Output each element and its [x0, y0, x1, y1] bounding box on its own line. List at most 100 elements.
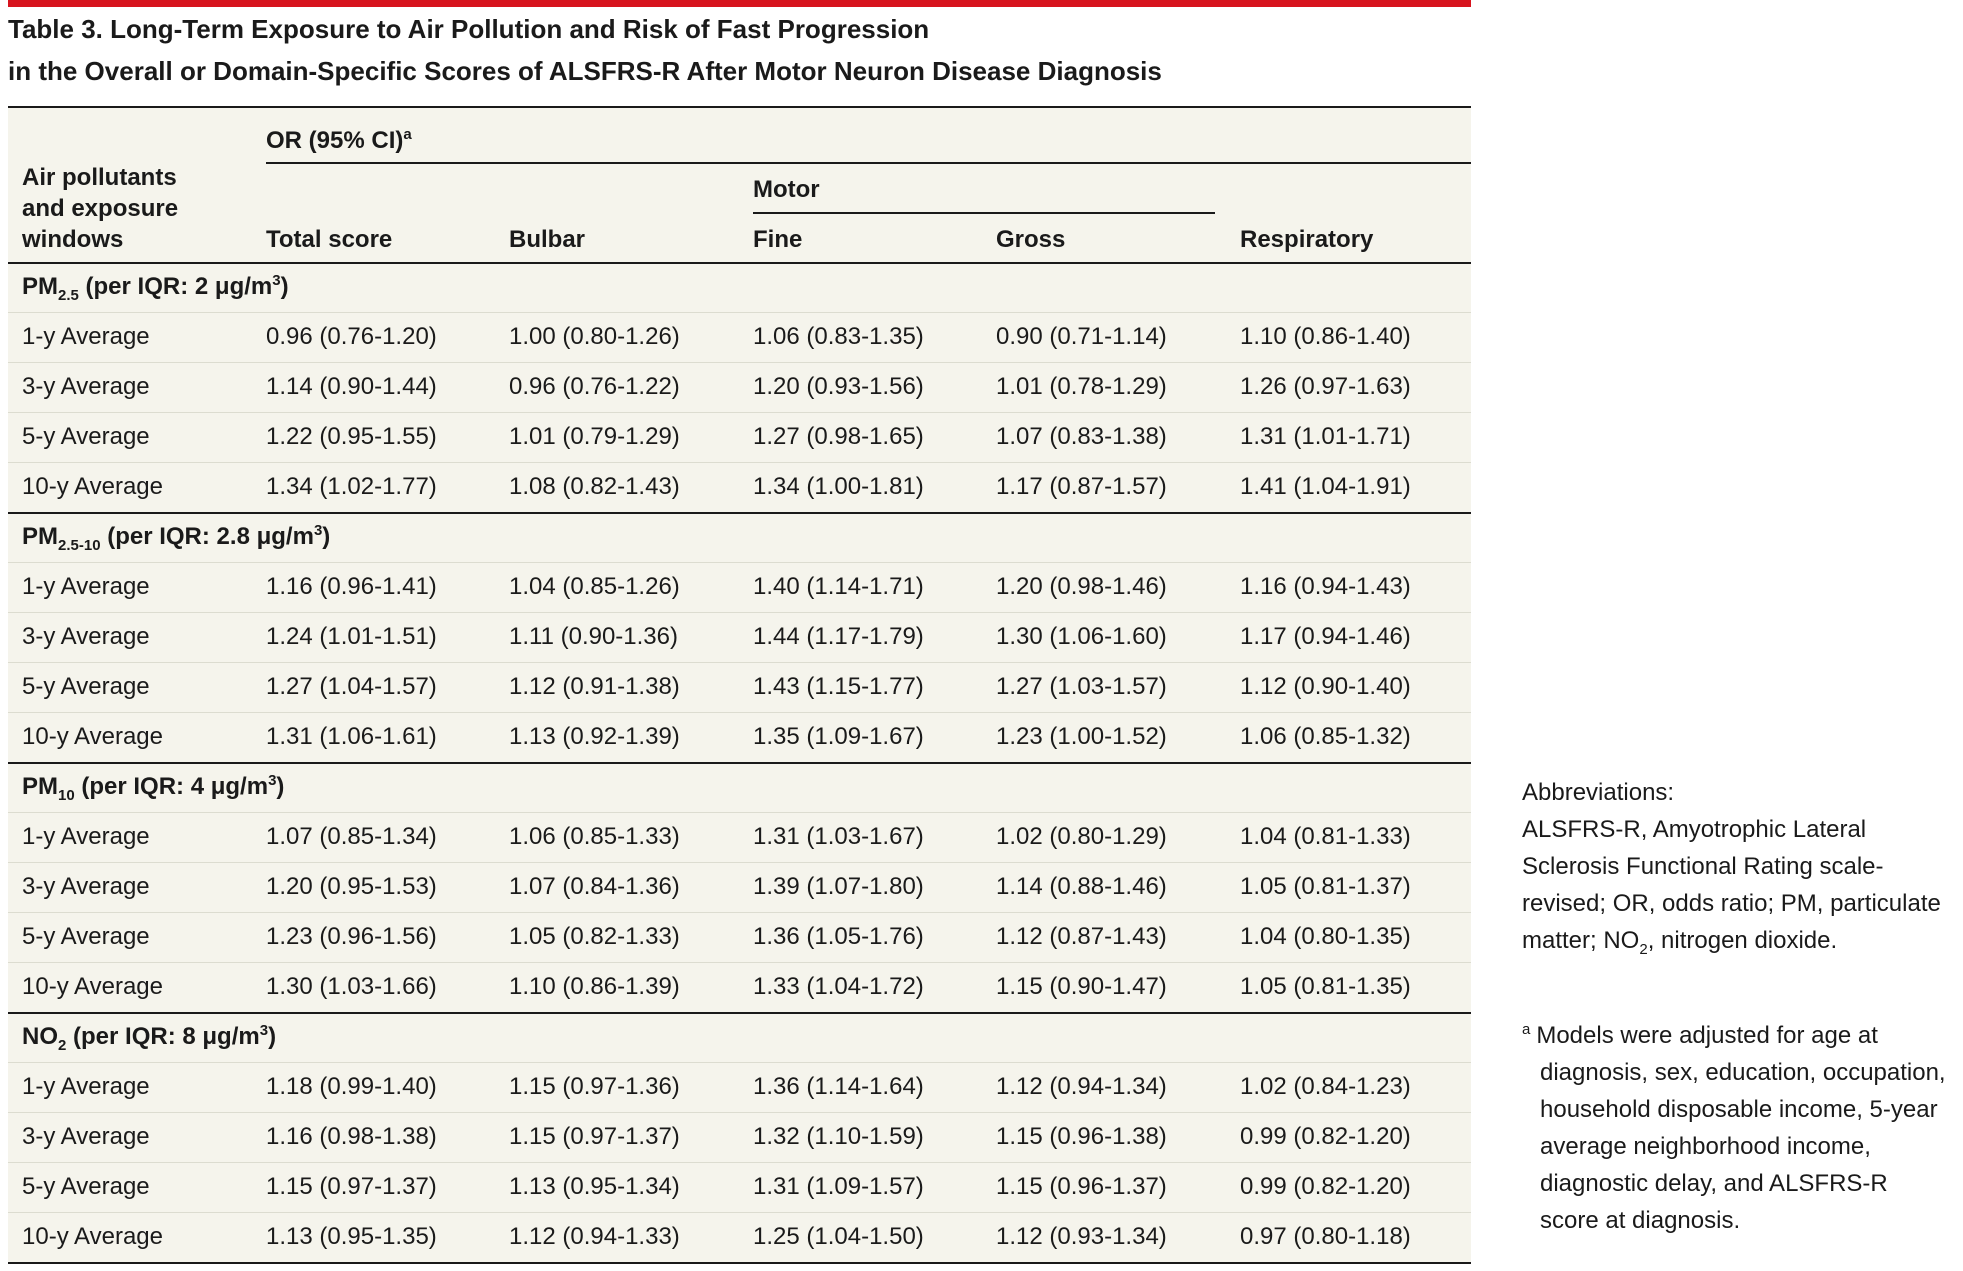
- cell-value: 1.14 (0.90-1.44): [266, 373, 437, 400]
- cell-value: 1.15 (0.97-1.36): [509, 1073, 680, 1100]
- cell-value: 1.01 (0.78-1.29): [996, 373, 1167, 400]
- row-separator: [8, 412, 1471, 413]
- section-label: PM2.5-10 (per IQR: 2.8 μg/m3): [22, 506, 330, 556]
- label-close: ): [276, 773, 285, 800]
- cell-value: 0.90 (0.71-1.14): [996, 323, 1167, 350]
- column-header: Gross: [996, 226, 1066, 253]
- cell-value: 0.96 (0.76-1.22): [509, 373, 680, 400]
- label-close: ): [322, 523, 331, 550]
- cell-value: 1.06 (0.83-1.35): [753, 323, 924, 350]
- footnote-marker: a: [403, 126, 412, 143]
- row-label: 5-y Average: [22, 673, 150, 700]
- cell-value: 1.36 (1.05-1.76): [753, 923, 924, 950]
- label-sup: 3: [313, 522, 323, 539]
- cell-value: 1.14 (0.88-1.46): [996, 873, 1167, 900]
- rule: [266, 162, 1471, 164]
- row-label: 5-y Average: [22, 1173, 150, 1200]
- cell-value: 1.04 (0.81-1.33): [1240, 823, 1411, 850]
- cell-value: 1.18 (0.99-1.40): [266, 1073, 437, 1100]
- cell-value: 1.36 (1.14-1.64): [753, 1073, 924, 1100]
- label-text: (per IQR: 2.8 μg/m: [100, 523, 314, 550]
- row-separator: [8, 362, 1471, 363]
- cell-value: 0.99 (0.82-1.20): [1240, 1123, 1411, 1150]
- row-separator: [8, 812, 1471, 813]
- row-label: 5-y Average: [22, 423, 150, 450]
- cell-value: 1.30 (1.06-1.60): [996, 623, 1167, 650]
- row-label: 10-y Average: [22, 973, 163, 1000]
- cell-value: 1.01 (0.79-1.29): [509, 423, 680, 450]
- row-separator: [8, 1112, 1471, 1113]
- column-header: Total score: [266, 226, 393, 253]
- rule: [8, 1262, 1471, 1264]
- cell-value: 1.02 (0.80-1.29): [996, 823, 1167, 850]
- cell-value: 1.13 (0.95-1.34): [509, 1173, 680, 1200]
- label-text: (per IQR: 4 μg/m: [74, 773, 269, 800]
- row-separator: [8, 612, 1471, 613]
- label-close: ): [268, 1023, 277, 1050]
- row-separator: [8, 1162, 1471, 1163]
- label-name: NO: [22, 1023, 58, 1050]
- cell-value: 0.96 (0.76-1.20): [266, 323, 437, 350]
- row-separator: [8, 862, 1471, 863]
- cell-value: 1.30 (1.03-1.66): [266, 973, 437, 1000]
- cell-value: 1.07 (0.85-1.34): [266, 823, 437, 850]
- cell-value: 1.16 (0.96-1.41): [266, 573, 437, 600]
- cell-value: 1.31 (1.01-1.71): [1240, 423, 1411, 450]
- cell-value: 1.15 (0.97-1.37): [509, 1123, 680, 1150]
- row-header: and exposure: [22, 195, 179, 222]
- cell-value: 0.97 (0.80-1.18): [1240, 1223, 1411, 1250]
- rule: [8, 1012, 1471, 1014]
- cell-value: 1.07 (0.84-1.36): [509, 873, 680, 900]
- cell-value: 1.34 (1.02-1.77): [266, 473, 437, 500]
- cell-value: 1.17 (0.87-1.57): [996, 473, 1167, 500]
- rule: [8, 512, 1471, 514]
- cell-value: 1.12 (0.87-1.43): [996, 923, 1167, 950]
- cell-value: 1.15 (0.97-1.37): [266, 1173, 437, 1200]
- label-name: PM: [22, 523, 58, 550]
- title-line: Table 3. Long-Term Exposure to Air Pollu…: [8, 14, 930, 44]
- label-sub: 2.5-10: [58, 536, 101, 554]
- footnote-marker: a: [1522, 1021, 1531, 1038]
- cell-value: 1.13 (0.95-1.35): [266, 1223, 437, 1250]
- row-label: 3-y Average: [22, 373, 150, 400]
- rule: [8, 262, 1471, 264]
- cell-value: 1.26 (0.97-1.63): [1240, 373, 1411, 400]
- cell-value: 1.27 (1.03-1.57): [996, 673, 1167, 700]
- row-label: 3-y Average: [22, 623, 150, 650]
- group-label: OR (95% CI): [266, 127, 404, 154]
- label-name: PM: [22, 273, 58, 300]
- section-label: NO2 (per IQR: 8 μg/m3): [22, 1006, 276, 1056]
- row-label: 1-y Average: [22, 323, 150, 350]
- section-label: PM2.5 (per IQR: 2 μg/m3): [22, 256, 289, 306]
- cell-value: 1.39 (1.07-1.80): [753, 873, 924, 900]
- title-line: in the Overall or Domain-Specific Scores…: [8, 56, 1162, 86]
- table: [8, 106, 1471, 1263]
- cell-value: 1.04 (0.80-1.35): [1240, 923, 1411, 950]
- cell-value: 1.23 (0.96-1.56): [266, 923, 437, 950]
- label-name: PM: [22, 773, 58, 800]
- cell-value: 1.24 (1.01-1.51): [266, 623, 437, 650]
- cell-value: 1.27 (1.04-1.57): [266, 673, 437, 700]
- cell-value: 1.34 (1.00-1.81): [753, 473, 924, 500]
- cell-value: 1.13 (0.92-1.39): [509, 723, 680, 750]
- cell-value: 1.08 (0.82-1.43): [509, 473, 680, 500]
- cell-value: 1.05 (0.82-1.33): [509, 923, 680, 950]
- cell-value: 1.05 (0.81-1.37): [1240, 873, 1411, 900]
- top-bar: [8, 0, 1471, 7]
- label-text: (per IQR: 2 μg/m: [78, 273, 273, 300]
- row-label: 1-y Average: [22, 1073, 150, 1100]
- cell-value: 1.32 (1.10-1.59): [753, 1123, 924, 1150]
- abbr-heading: Abbreviations:: [1522, 779, 1675, 806]
- cell-value: 1.06 (0.85-1.32): [1240, 723, 1411, 750]
- cell-value: 1.00 (0.80-1.26): [509, 323, 680, 350]
- rule: [753, 212, 1215, 214]
- cell-value: 1.44 (1.17-1.79): [753, 623, 924, 650]
- column-header: Fine: [753, 226, 803, 253]
- row-separator: [8, 462, 1471, 463]
- cell-value: 1.12 (0.90-1.40): [1240, 673, 1411, 700]
- row-separator: [8, 1062, 1471, 1063]
- row-separator: [8, 962, 1471, 963]
- row-label: 10-y Average: [22, 473, 163, 500]
- row-separator: [8, 662, 1471, 663]
